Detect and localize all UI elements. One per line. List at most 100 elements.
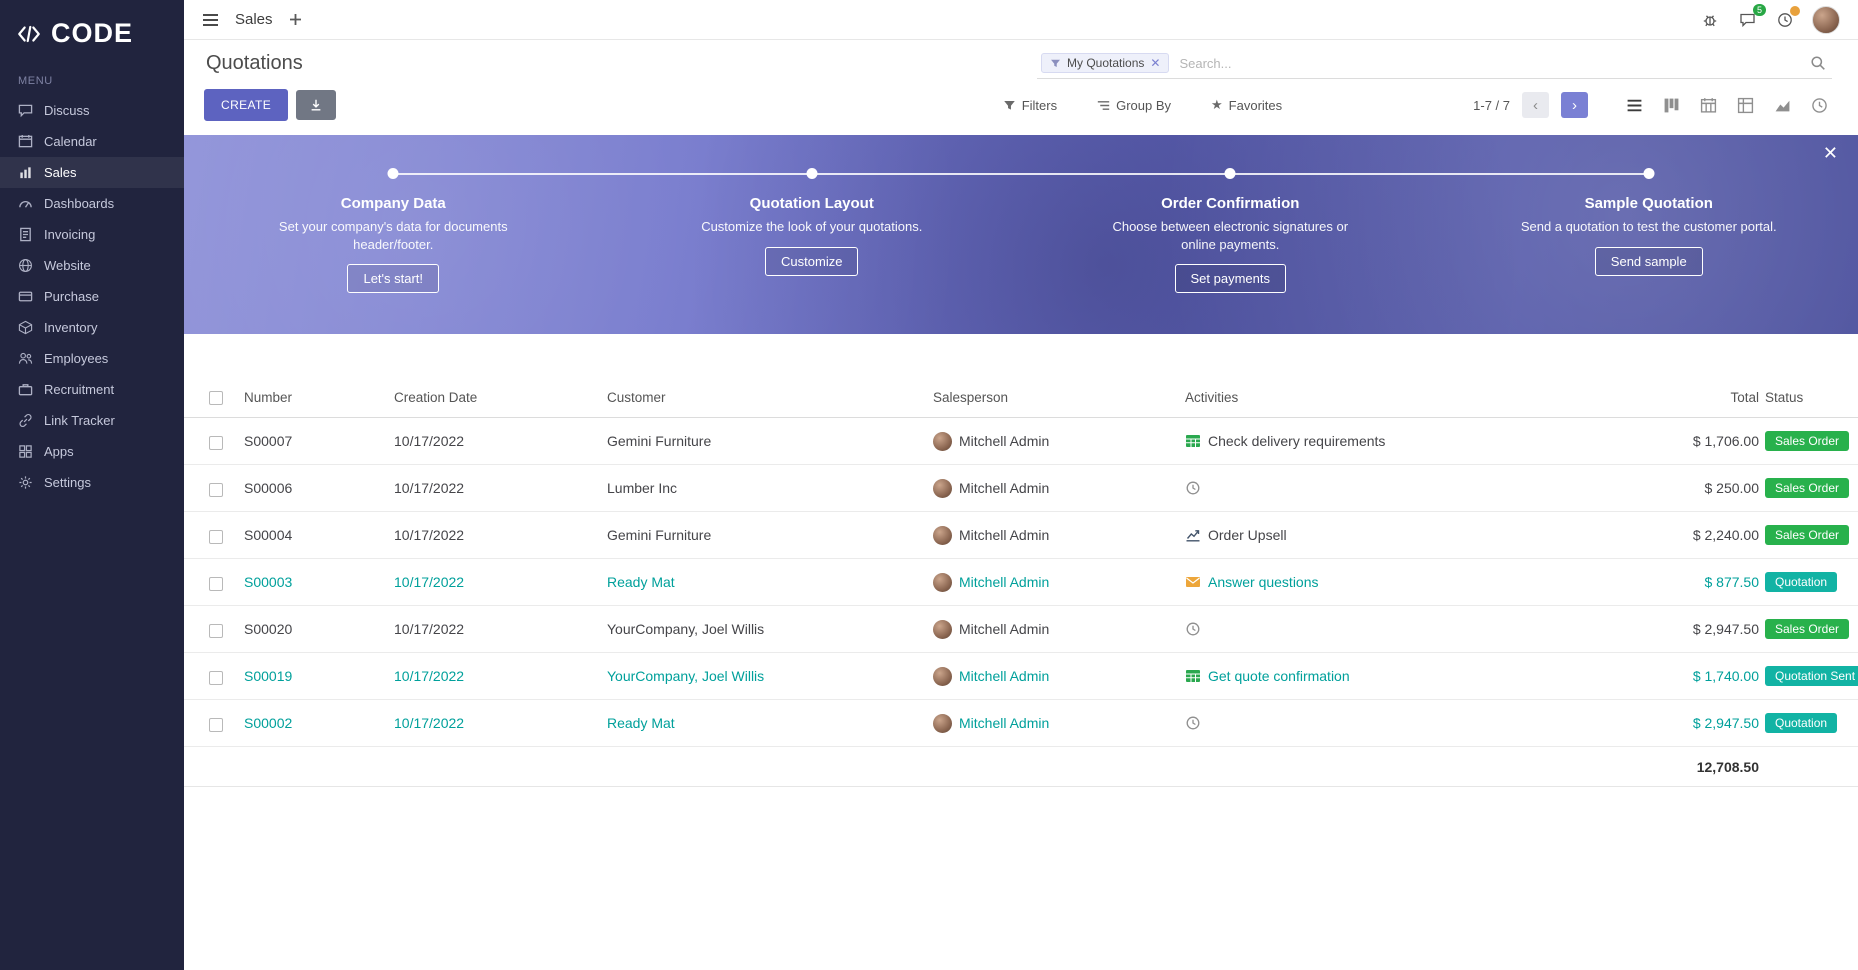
row-checkbox[interactable] [209, 483, 223, 497]
sidebar-item-dashboards[interactable]: Dashboards [0, 188, 184, 219]
quotation-number[interactable]: S00004 [244, 512, 394, 559]
activity-clock-icon[interactable] [1775, 10, 1795, 30]
sidebar-item-label: Invoicing [44, 227, 95, 242]
table-row[interactable]: S00006 10/17/2022 Lumber Inc Mitchell Ad… [184, 465, 1858, 512]
sidebar: CODE MENU Discuss Calendar Sales Dashboa… [0, 0, 184, 970]
row-checkbox[interactable] [209, 671, 223, 685]
view-activity-button[interactable] [1803, 93, 1836, 118]
hamburger-menu-icon[interactable] [200, 11, 221, 29]
column-header-number[interactable]: Number [244, 378, 394, 418]
order-total: $ 877.50 [1645, 559, 1765, 606]
sidebar-item-employees[interactable]: Employees [0, 343, 184, 374]
row-checkbox[interactable] [209, 577, 223, 591]
view-list-button[interactable] [1618, 93, 1651, 118]
row-checkbox[interactable] [209, 530, 223, 544]
pager-next-button[interactable]: › [1561, 92, 1588, 118]
select-all-checkbox[interactable] [209, 391, 223, 405]
quotation-number[interactable]: S00019 [244, 653, 394, 700]
pager-previous-button[interactable]: ‹ [1522, 92, 1549, 118]
clock-activity-icon[interactable] [1185, 715, 1201, 731]
salesperson-name: Mitchell Admin [959, 480, 1049, 496]
favorites-button[interactable]: ★ Favorites [1205, 96, 1288, 114]
table-footer-row: 12,708.50 [184, 747, 1858, 787]
search-bar[interactable]: My Quotations ✕ [1037, 50, 1832, 79]
table-row[interactable]: S00007 10/17/2022 Gemini Furniture Mitch… [184, 418, 1858, 465]
salesperson-avatar [933, 714, 952, 733]
sidebar-item-website[interactable]: Website [0, 250, 184, 281]
filter-chip-label: My Quotations [1067, 56, 1144, 70]
people-icon [18, 351, 33, 366]
banner-close-icon[interactable]: ✕ [1817, 143, 1844, 163]
table-row[interactable]: S00003 10/17/2022 Ready Mat Mitchell Adm… [184, 559, 1858, 606]
activity-summary[interactable]: Get quote confirmation [1208, 668, 1350, 684]
brand-logo[interactable]: CODE [0, 0, 184, 63]
quotation-number[interactable]: S00006 [244, 465, 394, 512]
customer-name: YourCompany, Joel Willis [607, 606, 933, 653]
envelope-activity-icon[interactable] [1185, 574, 1201, 590]
search-filter-chip[interactable]: My Quotations ✕ [1041, 53, 1169, 73]
view-graph-button[interactable] [1766, 93, 1799, 118]
view-kanban-button[interactable] [1655, 93, 1688, 118]
sidebar-item-discuss[interactable]: Discuss [0, 95, 184, 126]
messages-icon[interactable]: 5 [1737, 10, 1758, 30]
lets-start-button[interactable]: Let's start! [347, 264, 439, 293]
clock-activity-icon[interactable] [1185, 621, 1201, 637]
create-button[interactable]: CREATE [204, 89, 288, 121]
view-pivot-button[interactable] [1729, 93, 1762, 118]
sidebar-item-link-tracker[interactable]: Link Tracker [0, 405, 184, 436]
row-checkbox[interactable] [209, 624, 223, 638]
table-row[interactable]: S00019 10/17/2022 YourCompany, Joel Will… [184, 653, 1858, 700]
sidebar-item-settings[interactable]: Settings [0, 467, 184, 498]
column-header-creation-date[interactable]: Creation Date [394, 378, 607, 418]
user-avatar[interactable] [1812, 6, 1840, 34]
quotation-number[interactable]: S00002 [244, 700, 394, 747]
customer-name: Gemini Furniture [607, 418, 933, 465]
column-header-activities[interactable]: Activities [1185, 378, 1645, 418]
pager: 1-7 / 7 ‹ › [1473, 92, 1588, 118]
search-icon[interactable] [1810, 55, 1826, 71]
sidebar-item-sales[interactable]: Sales [0, 157, 184, 188]
globe-icon [18, 258, 33, 273]
filters-label: Filters [1022, 98, 1057, 113]
search-input[interactable] [1177, 55, 1802, 72]
sidebar-item-invoicing[interactable]: Invoicing [0, 219, 184, 250]
spreadsheet-activity-icon[interactable] [1185, 668, 1201, 684]
table-row[interactable]: S00004 10/17/2022 Gemini Furniture Mitch… [184, 512, 1858, 559]
clock-activity-icon[interactable] [1185, 480, 1201, 496]
sidebar-item-recruitment[interactable]: Recruitment [0, 374, 184, 405]
column-header-salesperson[interactable]: Salesperson [933, 378, 1185, 418]
activity-summary[interactable]: Check delivery requirements [1208, 433, 1385, 449]
chat-icon [18, 103, 33, 118]
row-checkbox[interactable] [209, 436, 223, 450]
sidebar-item-calendar[interactable]: Calendar [0, 126, 184, 157]
remove-filter-icon[interactable]: ✕ [1150, 57, 1160, 69]
group-by-button[interactable]: Group By [1091, 97, 1177, 114]
column-header-status[interactable]: Status [1765, 378, 1858, 418]
sidebar-item-inventory[interactable]: Inventory [0, 312, 184, 343]
activity-summary[interactable]: Answer questions [1208, 574, 1319, 590]
export-button[interactable] [296, 90, 336, 120]
quotation-number[interactable]: S00003 [244, 559, 394, 606]
salesperson-name: Mitchell Admin [959, 433, 1049, 449]
filters-button[interactable]: Filters [997, 97, 1063, 114]
bug-icon[interactable] [1700, 10, 1720, 30]
table-row[interactable]: S00002 10/17/2022 Ready Mat Mitchell Adm… [184, 700, 1858, 747]
activity-summary[interactable]: Order Upsell [1208, 527, 1287, 543]
plus-icon[interactable] [287, 11, 304, 28]
group-by-label: Group By [1116, 98, 1171, 113]
spreadsheet-activity-icon[interactable] [1185, 433, 1201, 449]
table-row[interactable]: S00020 10/17/2022 YourCompany, Joel Will… [184, 606, 1858, 653]
row-checkbox[interactable] [209, 718, 223, 732]
sidebar-item-apps[interactable]: Apps [0, 436, 184, 467]
send-sample-button[interactable]: Send sample [1595, 247, 1703, 276]
quotation-number[interactable]: S00007 [244, 418, 394, 465]
current-app-title[interactable]: Sales [235, 11, 273, 28]
column-header-customer[interactable]: Customer [607, 378, 933, 418]
set-payments-button[interactable]: Set payments [1175, 264, 1287, 293]
customize-button[interactable]: Customize [765, 247, 858, 276]
column-header-total[interactable]: Total [1645, 378, 1765, 418]
line-chart-activity-icon[interactable] [1185, 527, 1201, 543]
quotation-number[interactable]: S00020 [244, 606, 394, 653]
sidebar-item-purchase[interactable]: Purchase [0, 281, 184, 312]
view-calendar-button[interactable] [1692, 93, 1725, 118]
